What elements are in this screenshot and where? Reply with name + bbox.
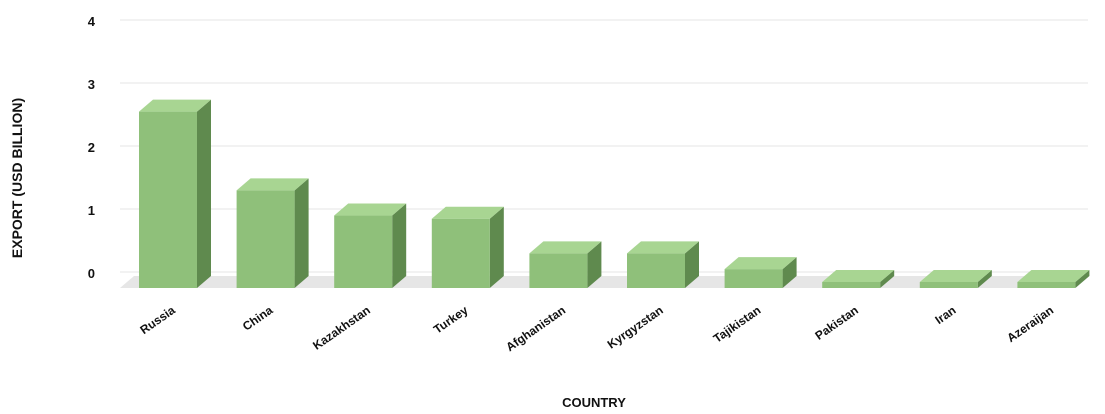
x-tick-label: Russia bbox=[137, 303, 178, 337]
bar-top bbox=[919, 270, 992, 282]
bar bbox=[724, 257, 797, 288]
x-tick-label: Afghanistan bbox=[503, 303, 568, 354]
bar-side bbox=[782, 257, 797, 288]
x-tick-label: Kazakhstan bbox=[310, 303, 373, 353]
bar-side bbox=[587, 241, 602, 288]
bar-top bbox=[334, 203, 407, 216]
y-tick-label: 1 bbox=[88, 203, 95, 218]
y-tick-label: 2 bbox=[88, 140, 95, 155]
x-tick-label: Tajikistan bbox=[711, 303, 764, 346]
bar-side bbox=[977, 270, 992, 288]
bar-side bbox=[197, 99, 211, 288]
bar-front bbox=[236, 190, 295, 288]
x-axis-label: COUNTRY bbox=[562, 395, 626, 410]
bars bbox=[139, 99, 1090, 288]
bar-top bbox=[431, 206, 504, 219]
bar-front bbox=[822, 282, 881, 288]
x-tick-label: Azeraijan bbox=[1004, 303, 1056, 345]
bar-top bbox=[529, 241, 602, 254]
bar bbox=[822, 270, 895, 288]
x-tick-label: Turkey bbox=[431, 303, 471, 337]
bar bbox=[139, 99, 211, 288]
x-tick-label: Pakistan bbox=[812, 303, 860, 343]
y-tick-label: 4 bbox=[88, 14, 96, 29]
y-axis-label: EXPORT (USD BILLION) bbox=[9, 98, 25, 258]
bar-front bbox=[334, 215, 393, 288]
bar-front bbox=[139, 111, 197, 288]
bar-top bbox=[139, 99, 211, 112]
bar-top bbox=[724, 257, 797, 270]
bar bbox=[529, 241, 602, 288]
bar bbox=[334, 203, 407, 288]
y-axis-ticks: 4 3 2 1 0 bbox=[88, 14, 96, 281]
bar-top bbox=[236, 178, 309, 191]
bar-top bbox=[627, 241, 699, 254]
x-axis-ticks: Russia China Kazakhstan Turkey Afghanistan Ky… bbox=[137, 303, 1056, 354]
bar-front bbox=[1017, 282, 1076, 288]
bar-side bbox=[685, 241, 699, 288]
x-tick-label: Kyrgyzstan bbox=[605, 303, 666, 352]
bar bbox=[919, 270, 992, 288]
bar-front bbox=[919, 282, 978, 288]
bar-side bbox=[1075, 270, 1090, 288]
bar bbox=[431, 206, 504, 288]
y-tick-label: 3 bbox=[88, 77, 95, 92]
bar bbox=[1017, 270, 1090, 288]
bar-front bbox=[627, 253, 685, 288]
bar-side bbox=[880, 270, 895, 288]
bar bbox=[627, 241, 699, 288]
y-tick-label: 0 bbox=[88, 266, 95, 281]
x-tick-label: Iran bbox=[932, 303, 958, 327]
bar-front bbox=[724, 269, 783, 288]
bar bbox=[236, 178, 309, 288]
bar-top bbox=[822, 270, 895, 282]
bar-side bbox=[294, 178, 309, 288]
bar-side bbox=[392, 203, 407, 288]
bar-front bbox=[431, 218, 490, 288]
bar-side bbox=[489, 206, 504, 288]
bar-top bbox=[1017, 270, 1090, 282]
bar-front bbox=[529, 253, 588, 288]
x-tick-label: China bbox=[240, 303, 276, 334]
